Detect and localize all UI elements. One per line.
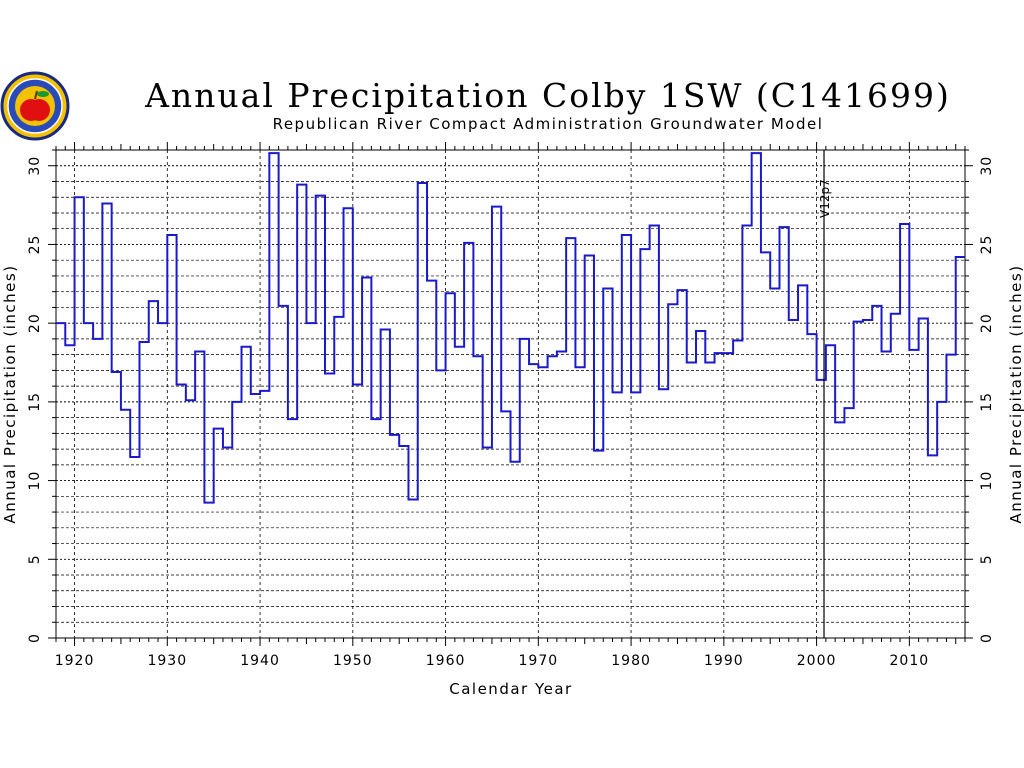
y-tick-label-right: 15 — [979, 392, 995, 412]
x-tick-label: 1940 — [240, 653, 280, 669]
series-line — [56, 152, 965, 504]
y-tick-label-right: 25 — [979, 235, 995, 255]
x-tick-label: 1970 — [519, 653, 559, 669]
y-tick-label-right: 0 — [979, 633, 995, 643]
x-tick-label: 2010 — [890, 653, 930, 669]
apple-seal-logo — [0, 71, 70, 141]
marker-label: V12p7 — [818, 179, 832, 218]
x-tick-label: 1990 — [704, 653, 744, 669]
y-axis-ticks-left: 0 5 10 15 20 25 30 — [27, 149, 56, 643]
plot-border — [55, 149, 966, 639]
x-tick-label: 1930 — [147, 653, 187, 669]
y-tick-label-left: 10 — [27, 471, 43, 491]
chart-subtitle: Republican River Compact Administration … — [273, 115, 824, 133]
x-axis-label: Calendar Year — [449, 680, 572, 698]
grid — [56, 149, 965, 638]
y-tick-label-right: 20 — [979, 313, 995, 333]
y-tick-label-right: 5 — [979, 554, 995, 564]
y-tick-label-left: 20 — [27, 313, 43, 333]
plot-frame — [55, 149, 966, 639]
y-tick-label-left: 0 — [27, 633, 43, 643]
y-axis-label-left: Annual Precipitation (inches) — [1, 264, 19, 523]
version-marker: V12p7 — [818, 150, 832, 638]
x-tick-label: 1960 — [426, 653, 466, 669]
x-tick-label: 1920 — [55, 653, 95, 669]
x-tick-label: 2000 — [797, 653, 837, 669]
x-tick-label: 1980 — [611, 653, 651, 669]
y-tick-label-left: 25 — [27, 235, 43, 255]
y-tick-label-left: 15 — [27, 392, 43, 412]
y-tick-label-right: 10 — [979, 471, 995, 491]
y-tick-label-right: 30 — [979, 156, 995, 176]
series-layer — [56, 152, 965, 504]
y-tick-label-left: 30 — [27, 156, 43, 176]
y-axis-ticks-right: 0 5 10 15 20 25 30 — [965, 149, 995, 643]
x-axis-ticks: 1920 1930 1940 1950 1960 1970 1980 1990 2000 2010 — [55, 142, 966, 669]
x-tick-label: 1950 — [333, 653, 373, 669]
y-axis-label-right: Annual Precipitation (inches) — [1007, 264, 1024, 523]
y-tick-label-left: 5 — [27, 554, 43, 564]
chart-title: Annual Precipitation Colby 1SW (C141699) — [144, 76, 951, 115]
